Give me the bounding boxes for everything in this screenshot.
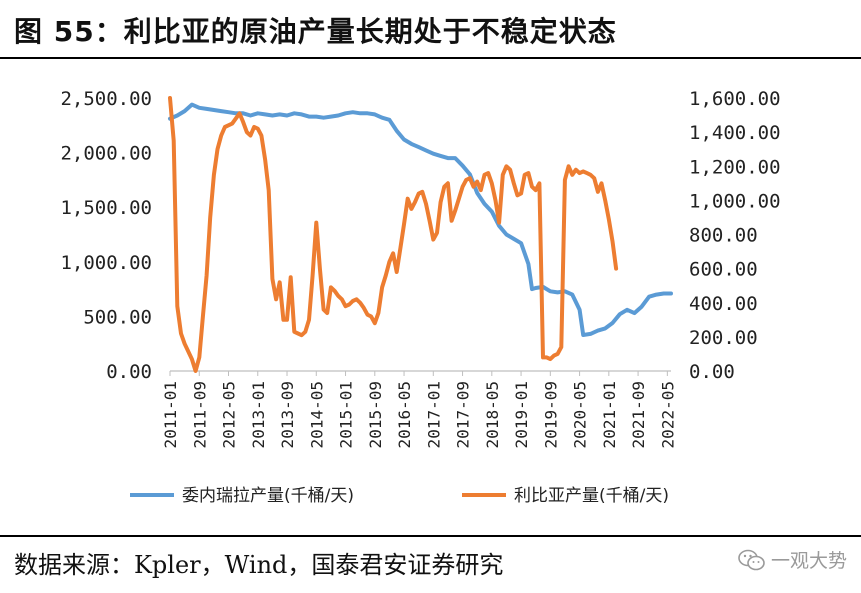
y-right-tick-label: 400.00 — [689, 293, 758, 315]
source-note: 数据来源：Kpler，Wind，国泰君安证券研究 — [14, 551, 504, 579]
x-tick-label: 2015-01 — [337, 381, 356, 448]
y-left-tick-label: 1,000.00 — [60, 252, 152, 274]
watermark: 一观大势 — [737, 546, 847, 573]
x-tick-label: 2017-09 — [454, 381, 473, 448]
series-line-venezuela — [168, 102, 673, 337]
x-tick-label: 2017-01 — [424, 381, 443, 448]
x-tick-label: 2022-05 — [658, 381, 677, 448]
figure-title: 图 55：利比亚的原油产量长期处于不稳定状态 — [14, 15, 617, 48]
title-divider — [0, 57, 861, 59]
y-left-tick-label: 500.00 — [83, 306, 152, 328]
x-tick-label: 2016-05 — [395, 381, 414, 448]
y-left-tick-label: 0.00 — [106, 361, 152, 383]
y-right-tick-label: 1,000.00 — [689, 190, 781, 212]
x-tick-label: 2011-01 — [161, 381, 180, 448]
x-tick-label: 2015-09 — [366, 381, 385, 448]
series-line-libya — [168, 96, 619, 373]
y-left-tick-label: 2,000.00 — [60, 143, 152, 165]
x-tick-label: 2020-05 — [571, 381, 590, 448]
x-tick-label: 2011-09 — [190, 381, 209, 448]
chart-axes: 0.00 500.00 1,000.00 1,500.00 2,000.00 2,500.… — [60, 88, 780, 448]
y-right-tick-label: 600.00 — [689, 259, 758, 281]
chart-lines — [168, 96, 673, 373]
legend-label-libya: 利比亚产量(千桶/天) — [514, 486, 669, 506]
x-tick-label: 2021-01 — [600, 381, 619, 448]
y-right-tick-label: 800.00 — [689, 225, 758, 247]
wechat-icon — [738, 549, 765, 570]
y-right-tick-label: 1,600.00 — [689, 88, 781, 110]
y-right-tick-label: 0.00 — [689, 361, 735, 383]
y-right-tick-label: 200.00 — [689, 327, 758, 349]
chart-legend: 委内瑞拉产量(千桶/天) 利比亚产量(千桶/天) — [130, 486, 669, 506]
y-left-tick-label: 2,500.00 — [60, 88, 152, 110]
x-tick-label: 2013-01 — [249, 381, 268, 448]
x-tick-label: 2019-09 — [541, 381, 560, 448]
x-tick-label: 2013-09 — [278, 381, 297, 448]
x-tick-label: 2018-05 — [483, 381, 502, 448]
x-tick-label: 2021-09 — [629, 381, 648, 448]
y-right-tick-label: 1,200.00 — [689, 156, 781, 178]
y-right-tick-label: 1,400.00 — [689, 122, 781, 144]
y-left-tick-label: 1,500.00 — [60, 197, 152, 219]
source-divider — [0, 535, 861, 537]
legend-label-venezuela: 委内瑞拉产量(千桶/天) — [182, 486, 354, 506]
watermark-text: 一观大势 — [770, 550, 847, 572]
x-tick-label: 2014-05 — [307, 381, 326, 448]
x-tick-label: 2012-05 — [220, 381, 239, 448]
x-tick-label: 2019-01 — [512, 381, 531, 448]
